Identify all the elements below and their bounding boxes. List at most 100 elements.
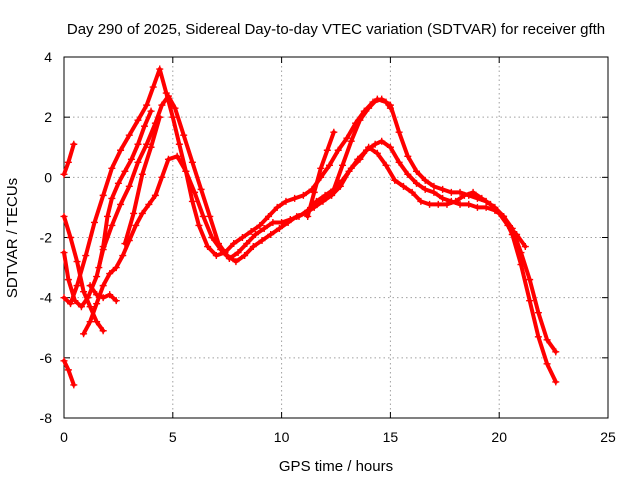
data-point-marker — [238, 234, 246, 241]
data-point-marker — [143, 140, 151, 148]
data-point-marker — [373, 149, 381, 157]
data-point-marker — [204, 243, 212, 251]
data-point-marker — [465, 200, 473, 208]
data-point-marker — [339, 176, 347, 184]
axis-ticks — [63, 56, 609, 419]
data-point-marker — [552, 378, 560, 386]
data-point-marker — [99, 191, 107, 199]
x-tick-label: 25 — [600, 429, 616, 445]
data-point-marker — [517, 261, 525, 269]
data-series — [60, 65, 560, 389]
data-point-marker — [282, 197, 290, 205]
data-point-marker — [378, 137, 386, 145]
data-point-marker — [156, 113, 164, 121]
data-point-marker — [321, 191, 329, 199]
data-point-marker — [70, 140, 78, 148]
data-point-marker — [430, 188, 438, 196]
data-point-marker — [171, 104, 179, 112]
data-point-marker — [439, 194, 447, 202]
data-point-marker — [232, 258, 240, 266]
data-point-marker — [77, 303, 85, 311]
data-point-marker — [258, 237, 266, 245]
data-point-marker — [310, 188, 318, 196]
data-point-marker — [191, 188, 199, 196]
data-point-marker — [243, 240, 251, 248]
data-point-marker — [99, 282, 107, 290]
data-point-marker — [439, 185, 447, 193]
data-point-marker — [188, 197, 196, 205]
data-point-marker — [206, 212, 214, 220]
data-point-marker — [256, 221, 264, 229]
data-point-marker — [521, 243, 529, 251]
data-point-marker — [413, 167, 421, 175]
data-point-marker — [180, 131, 188, 139]
data-point-marker — [82, 252, 90, 260]
data-point-marker — [95, 264, 103, 272]
data-point-marker — [217, 246, 225, 254]
data-point-marker — [386, 104, 394, 112]
data-point-marker — [469, 188, 477, 196]
data-point-marker — [138, 209, 146, 217]
data-point-marker — [421, 176, 429, 184]
data-point-marker — [80, 330, 88, 338]
data-point-marker — [334, 146, 342, 154]
y-tick-label: 4 — [44, 49, 52, 65]
x-tick-label: 10 — [274, 429, 290, 445]
data-point-marker — [125, 131, 133, 139]
data-point-marker — [265, 212, 273, 220]
x-tick-label: 20 — [491, 429, 507, 445]
x-tick-label: 15 — [383, 429, 399, 445]
data-point-marker — [526, 276, 534, 284]
data-point-marker — [267, 230, 275, 238]
series-track-c — [81, 145, 528, 336]
data-point-marker — [119, 252, 127, 260]
data-point-marker — [145, 200, 153, 208]
data-point-marker — [104, 212, 112, 220]
data-point-marker — [482, 203, 490, 211]
data-point-marker — [175, 140, 183, 148]
data-point-marker — [399, 182, 407, 190]
data-point-marker — [241, 252, 249, 260]
data-point-marker — [141, 122, 149, 130]
y-axis-label: SDTVAR / TECUs — [4, 178, 21, 298]
data-point-marker — [162, 89, 170, 97]
data-point-marker — [134, 158, 142, 166]
data-point-marker — [108, 164, 116, 172]
data-point-marker — [212, 252, 220, 260]
y-tick-label: -2 — [40, 230, 53, 246]
series-track-f — [96, 109, 153, 270]
data-point-marker — [269, 218, 277, 226]
data-point-marker — [127, 155, 135, 163]
x-tick-label: 5 — [169, 429, 177, 445]
data-point-marker — [125, 182, 133, 190]
data-point-marker — [356, 116, 364, 124]
data-point-marker — [121, 240, 129, 248]
chart-title: Day 290 of 2025, Sidereal Day-to-day VTE… — [67, 21, 605, 38]
data-point-marker — [60, 294, 68, 302]
data-point-marker — [330, 128, 338, 136]
data-point-marker — [473, 203, 481, 211]
data-point-marker — [93, 318, 101, 326]
data-point-marker — [543, 336, 551, 344]
y-tick-label: -6 — [40, 350, 53, 366]
data-point-marker — [64, 366, 72, 374]
data-point-marker — [356, 155, 364, 163]
data-point-marker — [86, 318, 94, 326]
data-point-marker — [93, 291, 101, 299]
data-point-marker — [108, 221, 116, 229]
data-point-marker — [112, 264, 120, 272]
data-point-marker — [299, 191, 307, 199]
data-point-marker — [330, 185, 338, 193]
data-point-marker — [526, 297, 534, 305]
data-point-marker — [504, 221, 512, 229]
data-point-marker — [117, 146, 125, 154]
data-point-marker — [373, 95, 381, 103]
tick-labels: 0 5 10 15 20 25 -8 -6 -4 -2 0 2 4 — [40, 49, 616, 445]
data-point-marker — [278, 218, 286, 226]
data-point-marker — [291, 194, 299, 202]
data-point-marker — [182, 167, 190, 175]
x-tick-label: 0 — [60, 429, 68, 445]
data-point-marker — [247, 227, 255, 235]
data-point-marker — [447, 188, 455, 196]
data-point-marker — [234, 249, 242, 257]
